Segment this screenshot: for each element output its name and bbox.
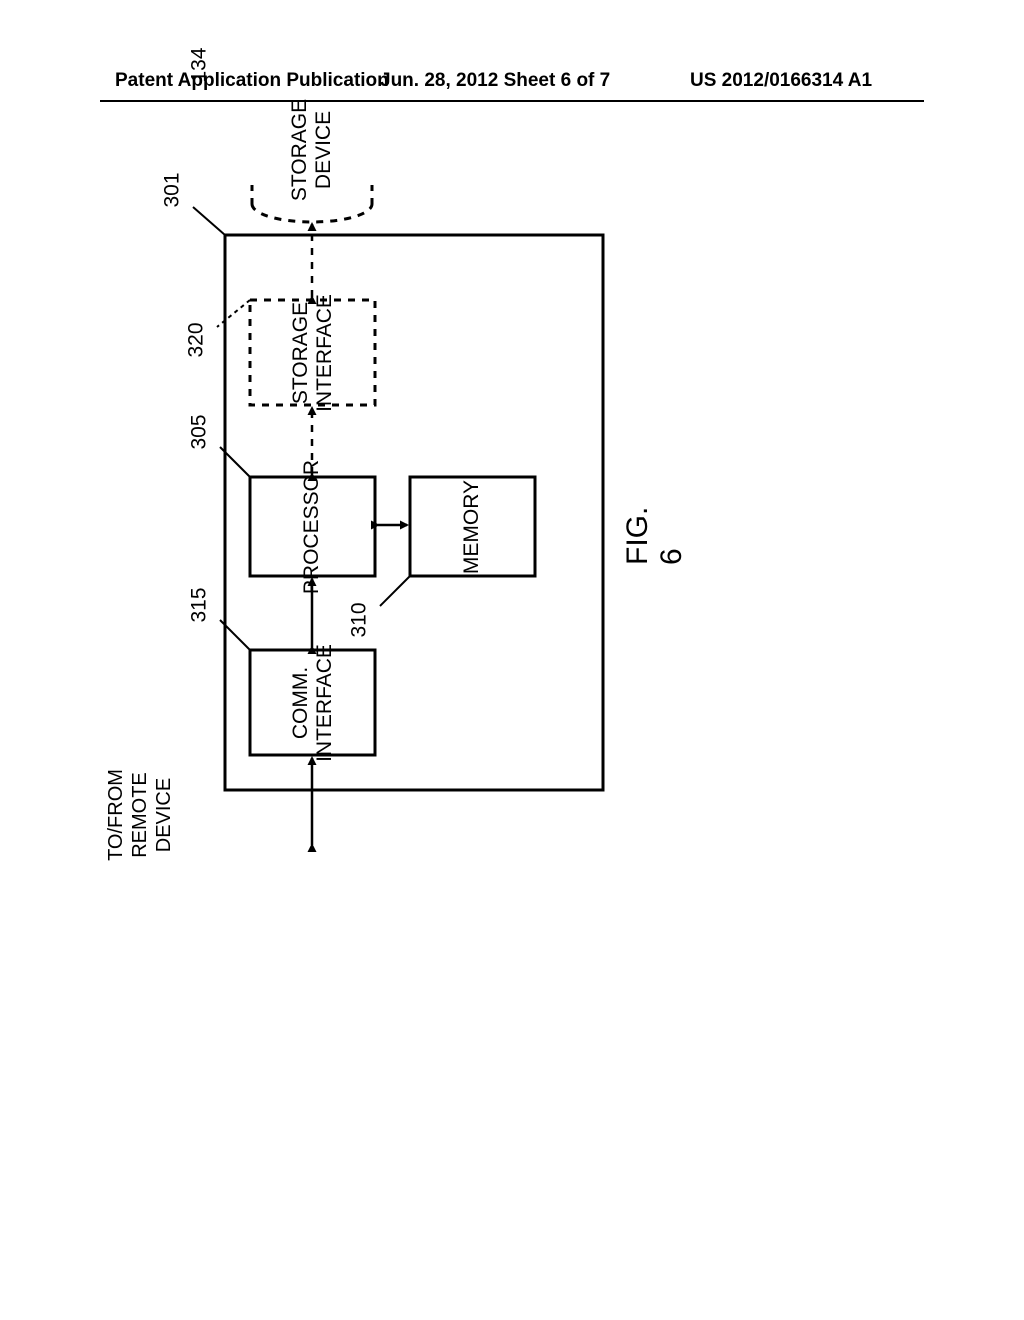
- io-label-wrap: TO/FROM REMOTE DEVICE: [95, 770, 185, 860]
- ref-310: 310: [348, 602, 372, 637]
- page: Patent Application Publication Jun. 28, …: [0, 0, 1024, 1320]
- header-rule: [100, 100, 924, 102]
- ref-134-wrap: 134: [180, 50, 220, 80]
- memory-label: MEMORY: [461, 479, 485, 573]
- figure-6: COMM. INTERFACE PROCESSOR MEMORY STORAGE…: [135, 185, 705, 845]
- ref-301: 301: [161, 172, 185, 207]
- storage-interface-label-wrap: STORAGE INTERFACE: [250, 300, 375, 405]
- storage-device-label: STORAGE DEVICE: [288, 99, 336, 201]
- storage-device-label-wrap: STORAGE DEVICE: [252, 100, 372, 200]
- ref-305-wrap: 305: [180, 417, 220, 447]
- io-label: TO/FROM REMOTE DEVICE: [104, 769, 176, 861]
- comm-interface-label: COMM. INTERFACE: [288, 644, 336, 762]
- ref-301-wrap: 301: [153, 175, 193, 205]
- header-right: US 2012/0166314 A1: [690, 70, 872, 92]
- processor-label: PROCESSOR: [301, 459, 325, 593]
- ref-315-wrap: 315: [180, 590, 220, 620]
- processor-label-wrap: PROCESSOR: [250, 477, 375, 576]
- header-mid: Jun. 28, 2012 Sheet 6 of 7: [380, 70, 610, 92]
- comm-interface-label-wrap: COMM. INTERFACE: [250, 650, 375, 755]
- leader-310: [380, 576, 410, 606]
- leader-301: [193, 207, 225, 235]
- ref-310-wrap: 310: [340, 605, 380, 635]
- ref-320: 320: [185, 322, 209, 357]
- ref-134: 134: [188, 47, 212, 82]
- memory-label-wrap: MEMORY: [410, 477, 535, 576]
- leader-320: [217, 300, 250, 327]
- fig-caption-wrap: FIG. 6: [615, 495, 695, 555]
- ref-305: 305: [188, 414, 212, 449]
- fig-caption: FIG. 6: [621, 485, 689, 565]
- ref-320-wrap: 320: [177, 325, 217, 355]
- header-left: Patent Application Publication: [115, 70, 389, 92]
- ref-315: 315: [188, 587, 212, 622]
- storage-interface-label: STORAGE INTERFACE: [288, 294, 336, 412]
